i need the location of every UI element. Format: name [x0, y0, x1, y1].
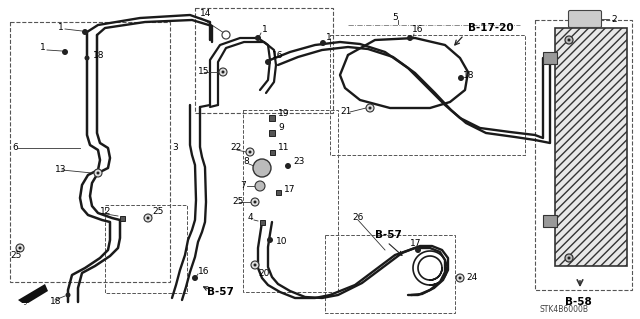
Circle shape: [255, 35, 261, 41]
Bar: [10, 22, 170, 282]
Circle shape: [458, 75, 464, 81]
Bar: [259, 219, 264, 225]
Text: 25: 25: [10, 250, 21, 259]
Bar: [105, 205, 187, 293]
Circle shape: [84, 56, 90, 61]
Text: 21: 21: [340, 108, 351, 116]
Polygon shape: [18, 284, 48, 305]
Circle shape: [147, 217, 150, 219]
Circle shape: [192, 275, 198, 281]
Text: 4: 4: [248, 213, 253, 222]
Circle shape: [19, 247, 22, 249]
Text: 14: 14: [200, 10, 211, 19]
Circle shape: [253, 263, 257, 266]
Circle shape: [253, 159, 271, 177]
Circle shape: [456, 274, 464, 282]
Text: 23: 23: [293, 158, 305, 167]
Text: 24: 24: [466, 273, 477, 283]
Circle shape: [65, 293, 70, 298]
Circle shape: [16, 244, 24, 252]
Bar: [120, 216, 125, 220]
Text: 17: 17: [284, 186, 296, 195]
Text: B-57: B-57: [207, 287, 234, 297]
Text: 11: 11: [278, 144, 289, 152]
Bar: [275, 189, 280, 195]
Text: B-57: B-57: [375, 230, 402, 240]
Text: 7: 7: [240, 182, 246, 190]
Circle shape: [62, 49, 68, 55]
Circle shape: [222, 31, 230, 39]
Text: 9: 9: [278, 123, 284, 132]
Circle shape: [221, 70, 225, 73]
Text: 1: 1: [40, 43, 45, 53]
Text: 25: 25: [152, 207, 163, 217]
Text: 19: 19: [278, 108, 289, 117]
Text: 1: 1: [58, 23, 64, 32]
Circle shape: [366, 104, 374, 112]
Text: 3: 3: [172, 144, 178, 152]
Bar: [543, 52, 557, 64]
Bar: [543, 215, 557, 227]
Circle shape: [565, 36, 573, 44]
Text: 6: 6: [12, 144, 18, 152]
Circle shape: [219, 68, 227, 76]
Circle shape: [94, 169, 102, 177]
Circle shape: [251, 261, 259, 269]
Circle shape: [255, 181, 265, 191]
Text: 20: 20: [258, 269, 269, 278]
Bar: [269, 150, 275, 154]
Circle shape: [265, 59, 271, 65]
Bar: [535, 20, 632, 290]
Text: 17: 17: [410, 240, 422, 249]
Text: 8: 8: [243, 158, 249, 167]
Circle shape: [144, 214, 152, 222]
Text: 25: 25: [232, 197, 243, 206]
Circle shape: [568, 256, 570, 259]
Bar: [555, 28, 627, 266]
Text: B-58: B-58: [565, 297, 592, 307]
Circle shape: [82, 29, 88, 35]
Bar: [269, 115, 275, 121]
Text: STK4B6000B: STK4B6000B: [540, 306, 589, 315]
Text: B-17-20: B-17-20: [468, 23, 514, 33]
Bar: [325, 235, 455, 313]
Bar: [330, 35, 525, 155]
Circle shape: [568, 39, 570, 41]
Text: 26: 26: [352, 213, 364, 222]
Circle shape: [565, 254, 573, 262]
Text: 18: 18: [463, 70, 474, 79]
Text: 2: 2: [611, 14, 616, 24]
Circle shape: [320, 40, 326, 46]
Circle shape: [415, 247, 421, 253]
Text: 16: 16: [412, 26, 424, 34]
Circle shape: [369, 107, 371, 109]
Text: 18: 18: [93, 51, 104, 61]
Circle shape: [253, 201, 257, 204]
Bar: [195, 8, 333, 113]
Bar: [243, 110, 338, 292]
Circle shape: [97, 172, 99, 174]
Text: 16: 16: [198, 268, 209, 277]
Circle shape: [248, 151, 252, 153]
Circle shape: [285, 163, 291, 169]
Text: 13: 13: [55, 166, 67, 174]
Text: 16: 16: [272, 51, 284, 61]
Text: 1: 1: [262, 26, 268, 34]
Text: 5: 5: [392, 13, 397, 23]
Text: 12: 12: [100, 207, 111, 217]
Bar: [269, 130, 275, 136]
Circle shape: [458, 277, 461, 279]
Circle shape: [251, 198, 259, 206]
Circle shape: [267, 237, 273, 243]
Text: 10: 10: [276, 238, 287, 247]
Text: 22: 22: [230, 144, 241, 152]
Text: 15: 15: [198, 68, 209, 77]
Circle shape: [246, 148, 254, 156]
Circle shape: [407, 35, 413, 41]
FancyBboxPatch shape: [568, 11, 602, 27]
Text: 18: 18: [50, 298, 61, 307]
Text: FR.: FR.: [20, 303, 36, 313]
Text: 1: 1: [326, 33, 332, 42]
